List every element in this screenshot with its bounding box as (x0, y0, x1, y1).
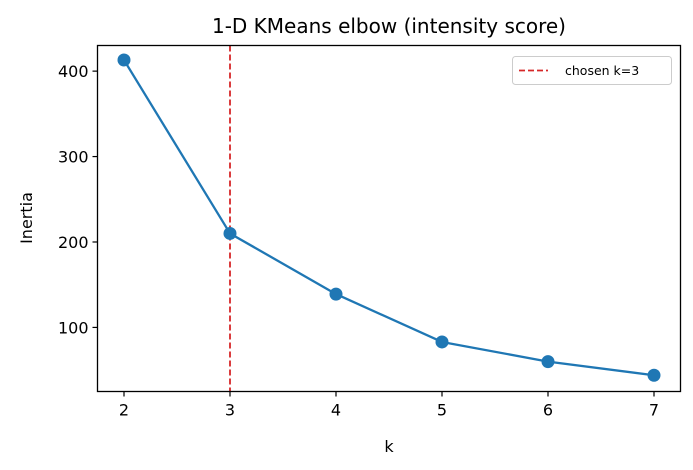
x-tick-label: 7 (649, 401, 659, 420)
inertia-line (123, 59, 655, 377)
x-tick-label: 2 (119, 401, 129, 420)
plot-area (117, 45, 661, 392)
x-tick-label: 5 (437, 401, 447, 420)
x-tick-label: 3 (225, 401, 235, 420)
y-axis-label: Inertia (17, 192, 36, 244)
data-point-k5 (435, 335, 449, 349)
data-point-k4 (329, 287, 343, 301)
chart-title: 1-D KMeans elbow (intensity score) (212, 14, 566, 38)
axes-frame (96, 44, 682, 393)
legend-label: chosen k=3 (565, 63, 639, 78)
data-point-k7 (647, 368, 661, 382)
legend-box (512, 56, 672, 85)
y-axis-ticks: 100 200 300 400 (58, 62, 98, 337)
x-tick-label: 4 (331, 401, 341, 420)
y-tick-label: 400 (58, 62, 89, 81)
y-tick-label: 100 (58, 318, 89, 337)
y-tick-label: 300 (58, 148, 89, 167)
data-point-k3 (223, 226, 237, 240)
x-axis-label: k (384, 437, 394, 456)
data-point-k2 (117, 53, 131, 67)
y-tick-label: 200 (58, 233, 89, 252)
x-tick-label: 6 (543, 401, 553, 420)
data-point-k6 (541, 355, 555, 369)
legend: chosen k=3 (512, 56, 672, 85)
x-axis-ticks: 2 3 4 5 6 7 (119, 391, 659, 420)
